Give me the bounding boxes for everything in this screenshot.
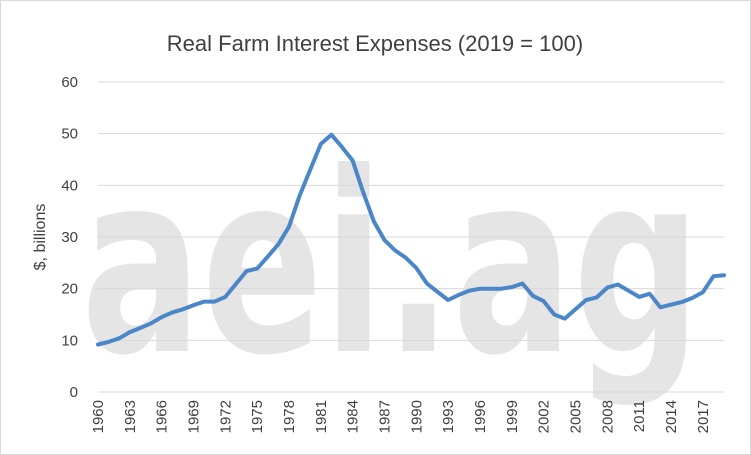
- y-axis-ticks: 0 10 20 30 40 50 60: [61, 74, 78, 401]
- data-point: [531, 294, 535, 298]
- data-point: [319, 142, 323, 146]
- data-point: [701, 290, 705, 294]
- data-point: [361, 191, 365, 195]
- data-point: [191, 303, 195, 307]
- data-point: [181, 307, 185, 311]
- data-point: [170, 310, 174, 314]
- x-axis-ticks: 1960 1963 1966 1969 1972 1975 1978 1981 1984 1987…: [90, 400, 712, 433]
- data-point: [287, 225, 291, 229]
- data-point: [722, 273, 726, 277]
- y-tick-label: 40: [61, 177, 78, 194]
- data-point: [96, 342, 100, 346]
- x-tick-label: 1999: [504, 400, 521, 433]
- data-point: [489, 287, 493, 291]
- x-tick-label: 2002: [536, 400, 553, 433]
- data-point: [648, 292, 652, 296]
- data-point: [414, 266, 418, 270]
- data-point: [234, 282, 238, 286]
- x-tick-label: 1984: [345, 400, 362, 433]
- data-point: [584, 298, 588, 302]
- data-point: [627, 289, 631, 293]
- x-tick-label: 2014: [663, 400, 680, 433]
- gridlines: [98, 81, 724, 393]
- y-tick-label: 20: [61, 281, 78, 298]
- data-point: [329, 133, 333, 137]
- chart-title: Real Farm Interest Expenses (2019 = 100): [167, 31, 583, 56]
- data-point: [711, 274, 715, 278]
- x-tick-label: 2005: [567, 400, 584, 433]
- series-layer: [96, 132, 726, 347]
- data-point: [520, 282, 524, 286]
- data-point: [467, 289, 471, 293]
- x-tick-label: 1966: [154, 400, 171, 433]
- y-tick-label: 50: [61, 126, 78, 143]
- data-point: [499, 287, 503, 291]
- x-tick-label: 1978: [281, 400, 298, 433]
- x-tick-label: 1960: [90, 400, 107, 433]
- x-tick-label: 1963: [122, 400, 139, 433]
- y-tick-label: 10: [61, 332, 78, 349]
- data-point: [552, 313, 556, 317]
- data-point: [382, 238, 386, 242]
- data-point: [245, 269, 249, 273]
- x-tick-label: 1975: [249, 400, 266, 433]
- data-point: [605, 286, 609, 290]
- data-point: [223, 295, 227, 299]
- x-tick-label: 2008: [599, 400, 616, 433]
- data-point: [255, 267, 259, 271]
- y-axis-label: $, billions: [32, 204, 49, 271]
- data-point: [107, 340, 111, 344]
- data-point: [138, 326, 142, 330]
- data-point: [563, 317, 567, 321]
- x-tick-label: 1981: [313, 400, 330, 433]
- data-point: [573, 307, 577, 311]
- data-point: [510, 285, 514, 289]
- x-tick-label: 1990: [408, 400, 425, 433]
- data-point: [393, 248, 397, 252]
- data-point: [351, 159, 355, 163]
- data-point: [160, 315, 164, 319]
- data-point: [595, 295, 599, 299]
- data-point: [478, 287, 482, 291]
- y-tick-label: 60: [61, 74, 78, 91]
- x-tick-label: 1972: [217, 400, 234, 433]
- data-point: [266, 255, 270, 259]
- data-point: [298, 194, 302, 198]
- data-point: [669, 303, 673, 307]
- data-point: [149, 321, 153, 325]
- data-point: [680, 300, 684, 304]
- data-point: [372, 220, 376, 224]
- data-point: [213, 300, 217, 304]
- data-point: [202, 300, 206, 304]
- data-point: [446, 298, 450, 302]
- data-point: [542, 299, 546, 303]
- data-point: [128, 330, 132, 334]
- data-point: [690, 296, 694, 300]
- data-point: [658, 305, 662, 309]
- data-point: [340, 145, 344, 149]
- data-point: [616, 283, 620, 287]
- x-tick-label: 1996: [472, 400, 489, 433]
- data-point: [425, 282, 429, 286]
- data-point: [457, 293, 461, 297]
- y-tick-label: 30: [61, 229, 78, 246]
- y-tick-label: 0: [70, 384, 78, 401]
- x-tick-label: 1969: [185, 400, 202, 433]
- x-tick-label: 2011: [631, 400, 648, 432]
- data-point: [637, 295, 641, 299]
- x-tick-label: 1987: [376, 400, 393, 433]
- data-point: [436, 290, 440, 294]
- data-point: [276, 242, 280, 246]
- x-tick-label: 1993: [440, 400, 457, 433]
- data-point: [308, 168, 312, 172]
- x-tick-label: 2017: [695, 400, 712, 433]
- data-point: [117, 336, 121, 340]
- data-point: [404, 256, 408, 260]
- series-line: [96, 132, 726, 347]
- watermark-text: aei.ag: [81, 119, 701, 410]
